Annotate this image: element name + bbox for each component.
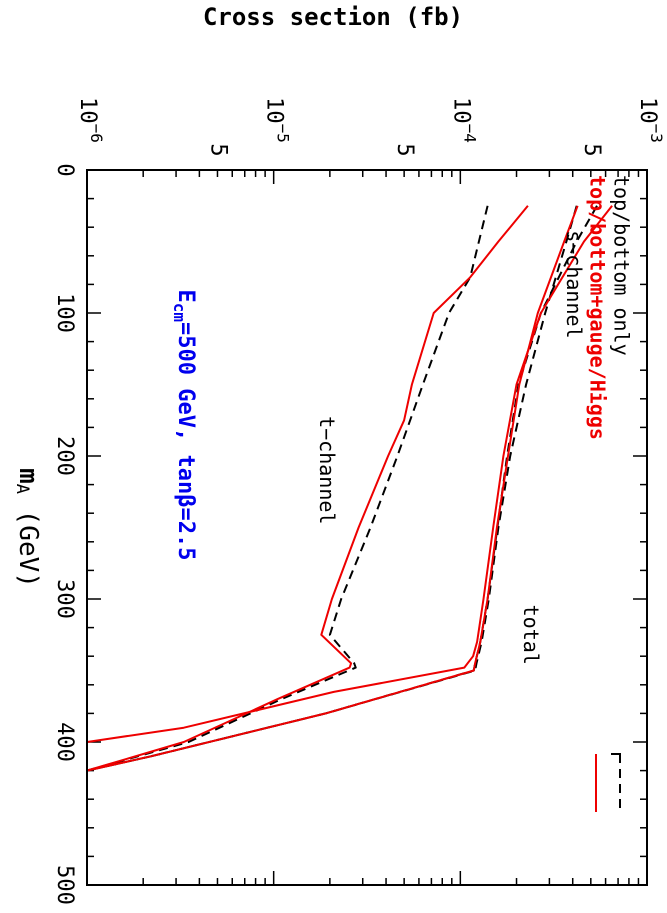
series-line-gauge-higgs-t-channel [87, 205, 529, 772]
series-line-top-bottom-only-total [87, 205, 598, 772]
x-tick-label: 0 [52, 163, 77, 176]
y-tick-base: 10 [75, 97, 100, 124]
series-line-gauge-higgs-total [87, 205, 613, 743]
x-axis-symbol: m [14, 468, 44, 484]
x-axis-title: mA (GeV) [12, 468, 44, 588]
plot-frame [86, 169, 648, 886]
x-tick-label: 400 [52, 722, 77, 762]
annotation-rest-b: =2.5 [173, 507, 198, 560]
annotation-beta: β [173, 494, 198, 507]
x-tick-label: 300 [52, 579, 77, 619]
series-line-gauge-higgs-s-channel [87, 205, 579, 772]
y-tick-exponent: −6 [88, 124, 107, 143]
y-tick-label: 10−6 [75, 97, 107, 143]
y-minor-label: 5 [579, 143, 604, 156]
y-tick-label: 10−3 [635, 97, 667, 143]
y-tick-label: 10−4 [448, 97, 480, 143]
x-axis-subscript: A [12, 484, 32, 494]
legend-label: top/bottom only [610, 175, 634, 356]
y-minor-label: 5 [392, 143, 417, 156]
series-line-top-bottom-only-t-channel [87, 205, 489, 772]
x-tick-label: 500 [52, 865, 77, 905]
annotation-rest-a: =500 GeV, tan [173, 322, 198, 494]
y-tick-exponent: −3 [648, 124, 667, 143]
x-axis-unit: (GeV) [14, 494, 44, 588]
y-tick-label: 10−5 [262, 97, 294, 143]
x-tick-label: 200 [52, 436, 77, 476]
curve-label: s−channel [562, 230, 586, 338]
legend-label: top/bottom+gauge/Higgs [586, 175, 610, 440]
y-tick-base: 10 [635, 97, 660, 124]
y-tick-exponent: −4 [461, 124, 480, 143]
curve-label: total [519, 605, 543, 665]
x-tick-label: 100 [52, 293, 77, 333]
y-tick-base: 10 [262, 97, 287, 124]
y-minor-label: 5 [205, 143, 230, 156]
y-tick-base: 10 [448, 97, 473, 124]
annotation-e-main: E [173, 290, 198, 303]
energy-annotation: Ecm=500 GeV, tanβ=2.5 [171, 290, 199, 561]
annotation-e-sub: cm [171, 303, 190, 323]
y-axis-title: Cross section (fb) [203, 3, 463, 31]
curve-label: t−channel [315, 416, 339, 524]
y-tick-exponent: −5 [274, 124, 293, 143]
